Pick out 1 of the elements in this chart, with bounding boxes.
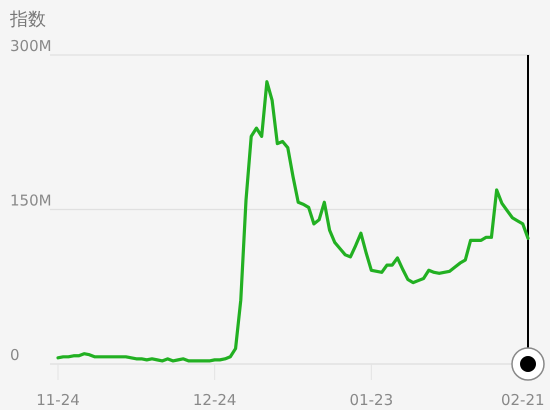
ylabel: 指数 (10, 9, 46, 30)
